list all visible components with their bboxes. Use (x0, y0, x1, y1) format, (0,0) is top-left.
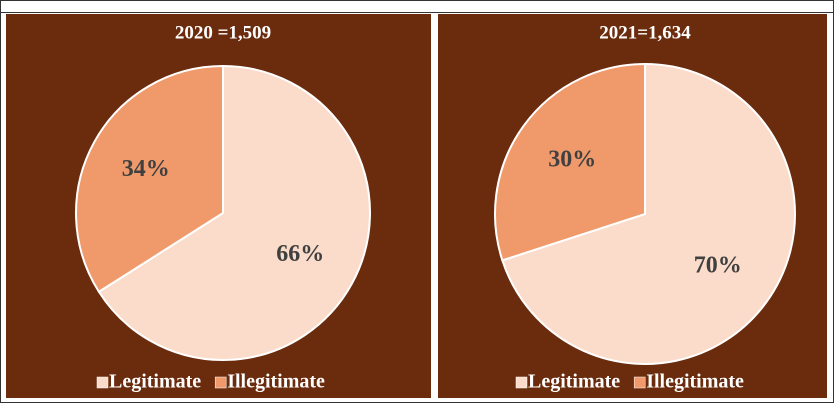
legend-marker (96, 376, 109, 389)
pie-slice (75, 64, 224, 294)
legend-marker (214, 376, 227, 389)
pie-slice (501, 62, 796, 365)
legend-label: Illegitimate (646, 371, 744, 393)
chart-title: 2020 =1,509 (175, 22, 271, 43)
legend-marker (633, 376, 646, 389)
pie-slice (97, 64, 371, 361)
pie-slice (494, 62, 646, 262)
legend-label: Illegitimate (227, 371, 325, 393)
data-label: 34% (122, 156, 170, 182)
data-label: 70% (694, 252, 742, 278)
data-label: 30% (548, 147, 596, 173)
data-label: 66% (276, 241, 324, 267)
legend-label: Legitimate (528, 371, 620, 393)
legend-label: Legitimate (109, 371, 201, 393)
chart-title: 2021=1,634 (599, 22, 691, 43)
legend-marker (515, 376, 528, 389)
